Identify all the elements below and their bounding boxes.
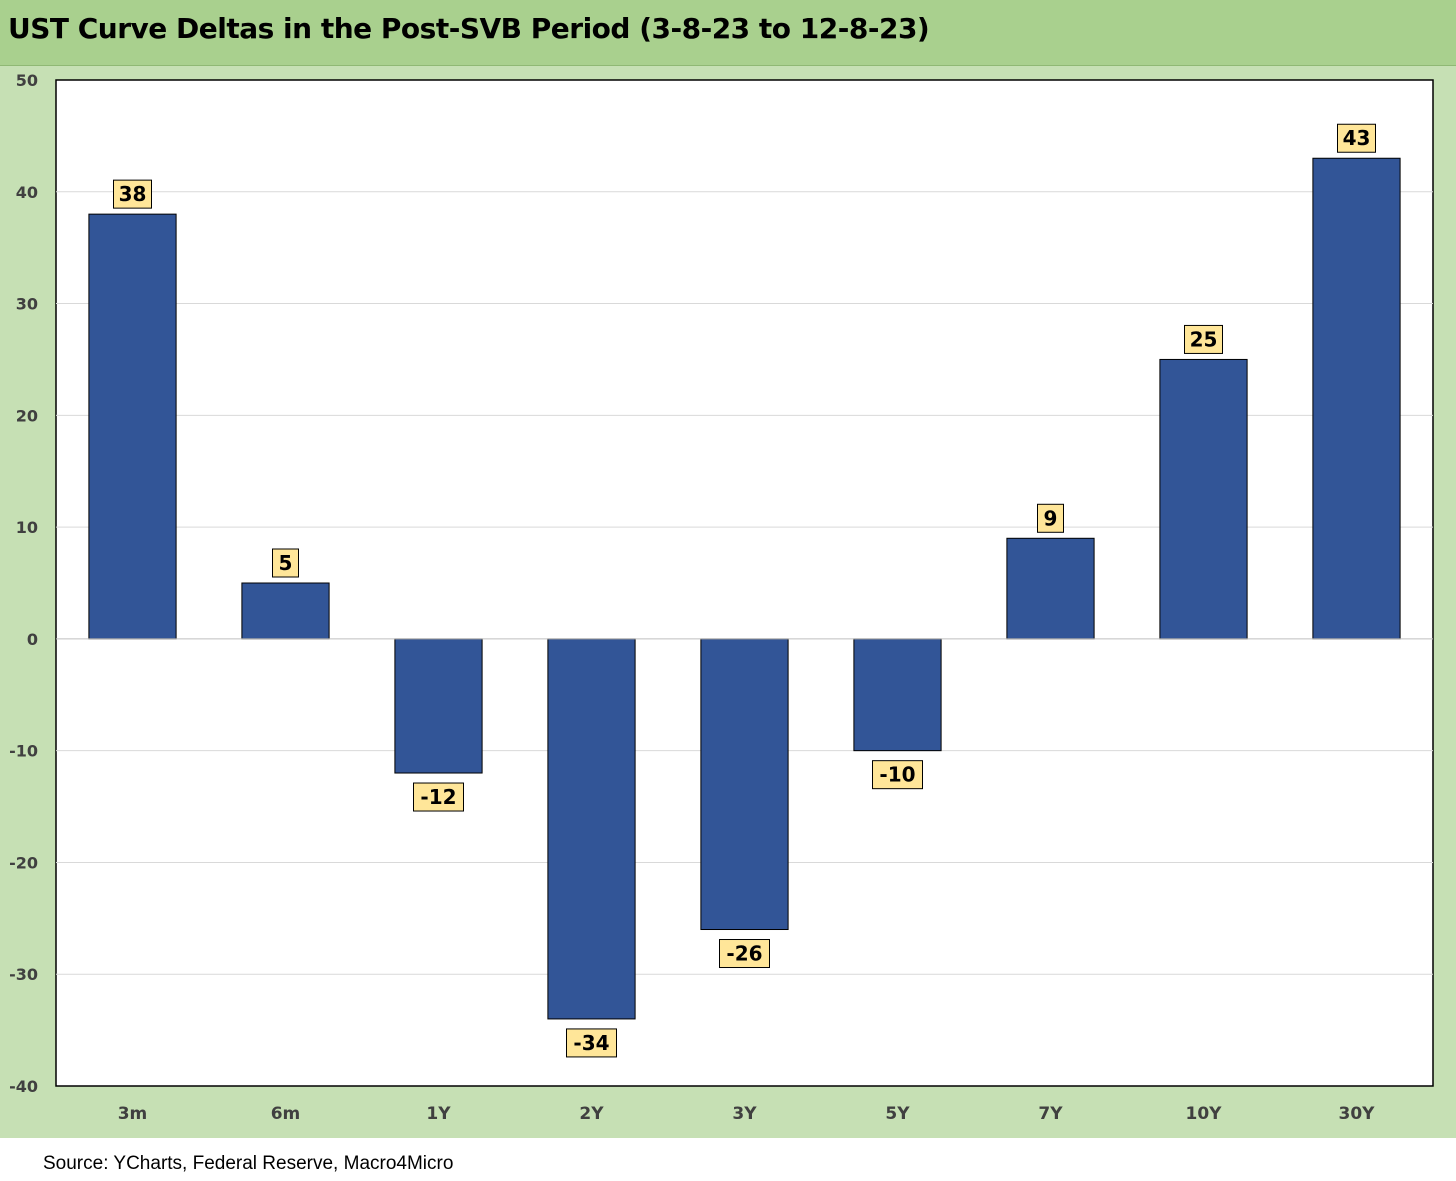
data-label-text: 38	[119, 182, 147, 206]
y-tick-label: 50	[16, 71, 38, 90]
x-tick-label: 2Y	[579, 1104, 604, 1124]
x-tick-label: 6m	[271, 1104, 301, 1124]
y-tick-label: 0	[27, 630, 38, 649]
y-tick-label: -30	[9, 965, 38, 984]
y-tick-label: 30	[16, 295, 38, 314]
y-tick-label: -10	[9, 742, 38, 761]
bar-3Y	[700, 638, 789, 931]
bar-3m	[88, 213, 177, 640]
data-label-box	[113, 179, 152, 209]
data-label-text: 9	[1044, 506, 1058, 530]
data-label: -12	[413, 782, 464, 812]
data-label-box	[413, 782, 464, 812]
data-label-text: 5	[279, 551, 293, 575]
x-tick-label: 3m	[118, 1104, 148, 1124]
data-label-box	[1037, 503, 1064, 533]
y-tick-label: -40	[9, 1077, 38, 1096]
bar-chart: 50 40 30 20 10 0 -10 -20 -30 -40 38 5 -12 -34 -26 -10 9…	[9, 71, 1434, 1124]
data-label-text: 25	[1190, 327, 1218, 351]
bar-7Y	[1006, 537, 1095, 640]
data-label-text: -12	[420, 785, 456, 809]
data-label-text: 43	[1343, 126, 1371, 150]
data-label-text: -34	[573, 1031, 609, 1055]
y-tick-label: 40	[16, 183, 38, 202]
bars	[88, 157, 1401, 1020]
source-area: Source: YCharts, Federal Reserve, Macro4…	[0, 1138, 1456, 1181]
data-label: -34	[566, 1028, 617, 1058]
data-label-box	[272, 548, 299, 578]
x-tick-label: 7Y	[1038, 1104, 1063, 1124]
x-tick-label: 3Y	[732, 1104, 757, 1124]
data-label-box	[1184, 324, 1223, 354]
data-label: 43	[1337, 123, 1376, 153]
data-label: 9	[1037, 503, 1064, 533]
data-label: 5	[272, 548, 299, 578]
data-label: 25	[1184, 324, 1223, 354]
data-label-box	[872, 760, 923, 790]
bar-2Y	[547, 638, 636, 1020]
y-tick-label: -20	[9, 853, 38, 872]
data-label-text: -10	[879, 763, 915, 787]
data-label-box	[1337, 123, 1376, 153]
x-tick-label: 1Y	[426, 1104, 451, 1124]
x-tick-label: 30Y	[1339, 1104, 1376, 1124]
x-axis-ticks: 3m 6m 1Y 2Y 3Y 5Y 7Y 10Y 30Y	[118, 1104, 1375, 1124]
y-tick-label: 10	[16, 518, 38, 537]
data-label-text: -26	[726, 942, 762, 966]
data-label: -26	[719, 939, 770, 969]
y-axis-ticks: 50 40 30 20 10 0 -10 -20 -30 -40	[9, 71, 38, 1096]
bar-1Y	[394, 638, 483, 774]
x-tick-label: 10Y	[1186, 1104, 1223, 1124]
x-tick-label: 5Y	[885, 1104, 910, 1124]
bar-5Y	[853, 638, 942, 752]
data-label-box	[566, 1028, 617, 1058]
data-label-box	[719, 939, 770, 969]
bar-10Y	[1159, 358, 1248, 640]
data-label: 38	[113, 179, 152, 209]
y-tick-label: 20	[16, 406, 38, 425]
data-labels: 38 5 -12 -34 -26 -10 9 25 43	[113, 123, 1376, 1058]
data-label: -10	[872, 760, 923, 790]
title-bar: UST Curve Deltas in the Post-SVB Period …	[0, 0, 1456, 66]
chart-area: 50 40 30 20 10 0 -10 -20 -30 -40 38 5 -12 -34 -26 -10 9…	[0, 66, 1456, 1138]
source-note: Source: YCharts, Federal Reserve, Macro4…	[43, 1153, 454, 1174]
chart-title: UST Curve Deltas in the Post-SVB Period …	[8, 12, 930, 45]
bar-6m	[241, 582, 330, 640]
bar-30Y	[1312, 157, 1401, 640]
